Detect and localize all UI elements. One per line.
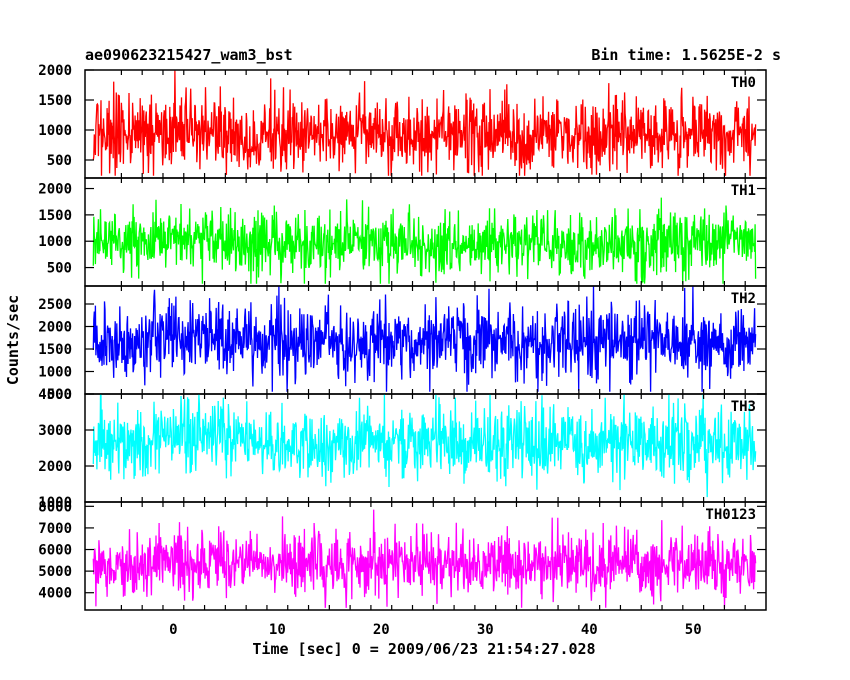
y-tick-label: 6000 [38, 543, 72, 559]
x-tick-label: 10 [269, 622, 286, 638]
y-tick-label: 7000 [38, 521, 72, 537]
y-tick-label: 500 [47, 261, 72, 277]
y-tick-label: 3000 [38, 423, 72, 439]
panel-th3: 1000 2000 3000 4000 TH3 [38, 387, 767, 511]
y-tick-label: 2000 [38, 63, 72, 79]
panel-th0123: 4000 5000 6000 7000 8000 TH0123 [38, 499, 767, 611]
panel-frame [84, 501, 767, 611]
y-tick-label: 500 [47, 387, 72, 403]
y-tick-label: 1500 [38, 208, 72, 224]
panel-label-th0123: TH0123 [705, 507, 756, 523]
bin-time-label: Bin time: 1.5625E-2 s [591, 46, 781, 64]
y-tick-label: 2000 [38, 459, 72, 475]
y-tick-label: 2000 [38, 320, 72, 336]
series-th1 [92, 197, 757, 284]
x-tick-label: 40 [581, 622, 598, 638]
x-axis-label: Time [sec] 0 = 2009/06/23 21:54:27.028 [252, 640, 595, 658]
x-tick-label: 0 [169, 622, 177, 638]
y-tick-label: 5000 [38, 564, 72, 580]
series-th3 [92, 393, 757, 498]
series-th2 [92, 285, 757, 392]
chart-title: ae090623215427_wam3_bst [85, 46, 293, 64]
y-tick-label: 8000 [38, 499, 72, 515]
y-tick-label: 1000 [38, 123, 72, 139]
y-tick-label: 2000 [38, 182, 72, 198]
y-tick-label: 500 [47, 153, 72, 169]
panel-th1: 500 1000 1500 2000 TH1 [38, 177, 767, 287]
y-tick-label: 1000 [38, 234, 72, 250]
y-tick-label: 1500 [38, 93, 72, 109]
panel-label-th2: TH2 [731, 291, 756, 307]
y-tick-label: 4000 [38, 387, 72, 403]
panel-label-th1: TH1 [731, 183, 756, 199]
y-tick-label: 1000 [38, 495, 72, 511]
y-tick-label: 2500 [38, 297, 72, 313]
panel-label-th3: TH3 [731, 399, 756, 415]
y-tick-label: 4000 [38, 586, 72, 602]
x-tick-label: 20 [373, 622, 390, 638]
y-axis-label: Counts/sec [4, 295, 22, 385]
panel-label-th0: TH0 [731, 75, 756, 91]
series-th0 [92, 70, 757, 176]
panel-th0: 500 1000 1500 2000 TH0 [38, 63, 767, 179]
x-tick-label: 50 [685, 622, 702, 638]
y-tick-label: 1500 [38, 342, 72, 358]
series-th0123 [92, 509, 757, 608]
panel-th2: 500 1000 1500 2000 2500 TH2 [38, 285, 767, 403]
x-tick-label: 30 [477, 622, 494, 638]
y-tick-label: 1000 [38, 365, 72, 381]
